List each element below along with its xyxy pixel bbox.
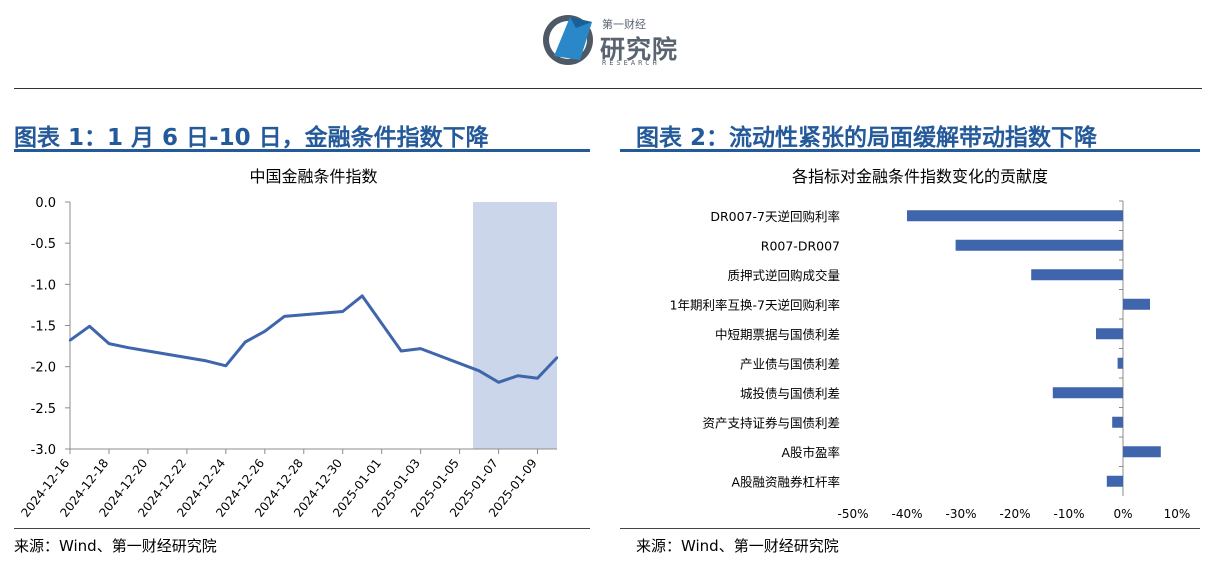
bar-category-label: DR007-7天逆回购利率 (710, 209, 840, 224)
bar-category-label: 产业债与国债利差 (740, 356, 840, 371)
header-divider (14, 88, 1202, 89)
y-tick-label: -2.0 (31, 361, 56, 376)
y-tick-label: -3.0 (31, 443, 56, 458)
data-point (516, 374, 520, 377)
figure2-source-rule (620, 528, 1200, 529)
y-tick-label: -2.5 (31, 402, 56, 417)
bar-category-label: 城投债与国债利差 (740, 386, 840, 401)
y-tick-label: -1.0 (31, 278, 56, 293)
bar (1052, 387, 1123, 399)
x-tick-label: -20% (999, 507, 1030, 521)
figure2-heading: 图表 2：流动性紧张的局面缓解带动指数下降 (636, 125, 1098, 151)
bar-category-label: R007-DR007 (761, 238, 840, 253)
data-point (146, 349, 150, 353)
bar-category-label: 资产支持证券与国债利差 (702, 415, 840, 430)
data-point (88, 325, 91, 328)
data-point (263, 330, 266, 333)
bar (1106, 475, 1123, 487)
data-point (205, 359, 208, 363)
bar (1117, 357, 1123, 369)
chart2-svg: DR007-7天逆回购利率 R007-DR007 质押式逆回购成交量 1年期利率互换-… (670, 200, 1191, 521)
bar (1112, 416, 1123, 428)
data-point (536, 376, 539, 380)
figure1-source: 来源：Wind、第一财经研究院 (14, 537, 217, 555)
figure2-source: 来源：Wind、第一财经研究院 (636, 537, 839, 555)
figure1-heading-rule (14, 149, 590, 152)
data-point (477, 369, 481, 372)
x-tick-label: -10% (1053, 507, 1084, 521)
y-tick-label: -1.5 (31, 320, 56, 335)
logo-en-text: RESEARCH (602, 59, 660, 67)
data-point (283, 315, 286, 318)
data-point (341, 310, 344, 313)
bar (955, 239, 1123, 251)
chart1-svg: 0.0-0.5-1.0-1.5-2.0-2.5-3.02024-12-16202… (18, 196, 559, 520)
bar (907, 210, 1123, 222)
bar-category-label: 1年期利率互换-7天逆回购利率 (670, 297, 840, 312)
x-tick-label: -50% (837, 507, 868, 521)
bar (1096, 328, 1123, 340)
logo: 第一财经 研究院 RESEARCH (540, 8, 690, 70)
data-point (497, 381, 500, 384)
data-point (419, 347, 422, 350)
bar (1031, 269, 1123, 281)
data-point (361, 294, 364, 298)
bar (1123, 298, 1150, 310)
x-tick-label: -40% (891, 507, 922, 521)
x-tick-label: -30% (945, 507, 976, 521)
bar (1123, 446, 1161, 458)
logo-emblem-icon (543, 15, 593, 65)
x-tick-label: 0% (1113, 507, 1132, 521)
figure1-source-rule (14, 528, 590, 529)
data-point (107, 342, 111, 345)
shaded-period (473, 202, 557, 449)
chart1-title: 中国金融条件指数 (249, 167, 378, 186)
y-tick-label: -0.5 (31, 237, 56, 252)
chart2-title: 各指标对金融条件指数变化的贡献度 (791, 167, 1048, 186)
y-tick-label: 0.0 (35, 196, 56, 211)
bar-category-label: 中短期票据与国债利差 (715, 327, 840, 342)
bar-category-label: A股融资融券杠杆率 (731, 474, 840, 489)
data-point (224, 364, 228, 368)
bar-category-label: 质押式逆回购成交量 (727, 268, 840, 283)
figure2-heading-rule (620, 149, 1200, 152)
data-point (244, 340, 247, 344)
logo-small-text: 第一财经 (602, 18, 646, 31)
data-point (555, 356, 559, 359)
figure1-heading: 图表 1：1 月 6 日-10 日，金融条件指数下降 (14, 125, 489, 151)
data-point (399, 349, 403, 353)
bar-category-label: A股市盈率 (781, 445, 840, 460)
x-tick-label: 10% (1164, 507, 1191, 521)
data-point (127, 346, 130, 349)
logo-cn-text: 研究院 (600, 35, 679, 64)
data-point (68, 339, 72, 342)
